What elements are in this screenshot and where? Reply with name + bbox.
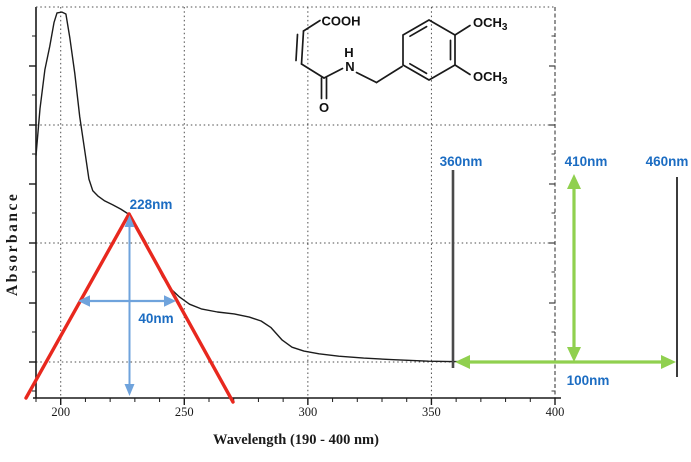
methoxy-bottom-label: OCH3 <box>473 69 508 87</box>
arrow-up-icon <box>567 174 581 189</box>
triangle-right-leg <box>127 212 235 404</box>
arrow-down-icon <box>567 347 581 362</box>
bond-to-cooh <box>302 19 321 32</box>
amide-n-label: N <box>345 59 354 74</box>
arrow-left-icon <box>78 295 90 307</box>
x-tick-label: 200 <box>51 405 70 419</box>
ref-360-label: 360nm <box>440 154 483 169</box>
span-label: 100nm <box>567 373 610 388</box>
methoxy-top-subscript: 3 <box>502 22 508 33</box>
span-arrow-100nm <box>455 355 676 369</box>
arrow-up-icon <box>124 215 135 227</box>
ring-double-1 <box>409 25 428 38</box>
carbonyl-o-label: O <box>319 100 329 115</box>
methoxy-top-prefix: OCH <box>473 15 502 30</box>
molecule-structure <box>295 19 471 100</box>
methoxy-bottom-subscript: 3 <box>502 76 508 87</box>
bandwidth-arrow <box>78 295 176 307</box>
x-tick-label: 350 <box>422 405 441 419</box>
molecule-labels: COOH H N O OCH3 OCH3 <box>319 14 508 116</box>
plot-frame <box>33 6 561 399</box>
methoxy-bottom-prefix: OCH <box>473 69 502 84</box>
x-axis-title: Wavelength (190 - 400 nm) <box>213 432 379 448</box>
bond-alkene-double <box>295 33 299 62</box>
arrow-left-icon <box>455 355 470 369</box>
amide-h-label: H <box>344 45 353 60</box>
bond-to-carbonyl <box>300 63 325 79</box>
triangle-left-leg <box>24 212 131 400</box>
bond-to-ome-top <box>454 24 471 36</box>
arrow-right-icon <box>661 355 676 369</box>
ref-410-label: 410nm <box>565 154 608 169</box>
grid-layer <box>36 7 555 398</box>
spectrum-curve <box>35 11 554 363</box>
peak-label: 228nm <box>130 197 173 212</box>
arrow-right-icon <box>164 295 176 307</box>
ticks-layer: 200 250 300 350 400 <box>29 35 565 419</box>
bond-alkene <box>300 30 305 65</box>
peak-height-arrow <box>124 215 135 396</box>
x-tick-label: 400 <box>546 405 565 419</box>
methoxy-top-label: OCH3 <box>473 15 508 33</box>
spectrum-curve-layer <box>35 11 554 363</box>
bandwidth-label: 40nm <box>138 311 173 326</box>
arrow-down-icon <box>124 384 135 396</box>
x-tick-label: 300 <box>298 405 317 419</box>
ref-460-label: 460nm <box>646 154 689 169</box>
y-axis-title: Absorbance <box>4 192 21 296</box>
peak-fit-triangle <box>24 212 235 404</box>
bond-ch2-ring <box>375 65 403 84</box>
benzene-ring <box>402 19 456 81</box>
bond-to-n <box>323 67 344 79</box>
ring-double-3 <box>409 62 428 75</box>
cooh-label: COOH <box>322 14 361 29</box>
ref-arrow-410nm <box>567 174 581 362</box>
x-tick-label: 250 <box>175 405 194 419</box>
bond-to-ome-bottom <box>454 64 471 76</box>
bond-n-ch2 <box>355 71 378 84</box>
